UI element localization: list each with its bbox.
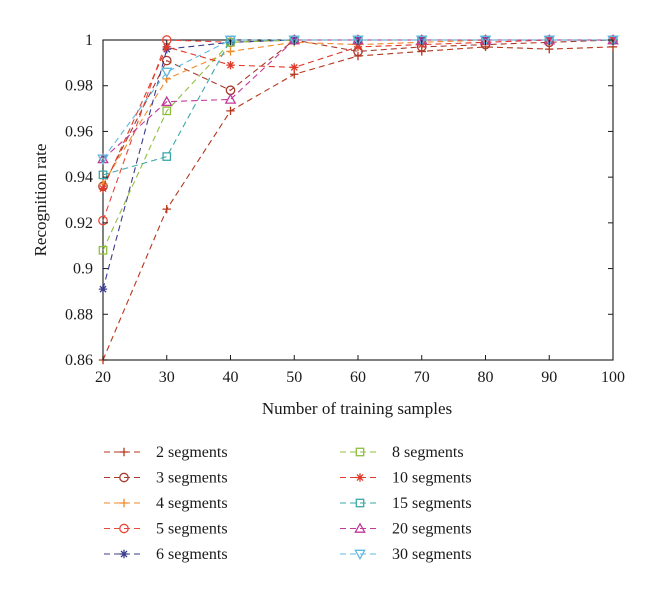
series-line (102, 39, 613, 185)
legend-entry-1: 2 segments (104, 444, 228, 461)
x-tick-label: 100 (601, 369, 625, 386)
legend-label: 6 segments (156, 546, 228, 563)
legend-marker (119, 447, 129, 457)
y-tick-label: 0.9 (73, 261, 93, 278)
data-point (98, 245, 108, 255)
y-tick-label: 0.86 (65, 352, 93, 369)
legend-entry-2: 3 segments (104, 470, 228, 487)
legend-entry-10: 30 segments (340, 546, 472, 563)
data-point (97, 154, 109, 165)
legend-marker (355, 447, 365, 457)
legend: 2 segments 3 segments 4 segments 5 segments… (104, 444, 472, 563)
y-tick-label: 0.88 (65, 306, 93, 323)
data-point (288, 35, 301, 47)
x-axis-title: Number of training samples (262, 399, 452, 418)
x-tick-label: 50 (286, 369, 302, 386)
series-line (102, 39, 614, 187)
data-point (160, 67, 173, 79)
data-point (162, 106, 172, 116)
legend-marker (355, 473, 365, 482)
series-line (102, 39, 613, 189)
y-tick-label: 0.92 (65, 215, 93, 232)
plot-frame (102, 39, 614, 361)
legend-marker (119, 498, 129, 508)
data-point (161, 55, 172, 66)
legend-marker (355, 498, 365, 508)
legend-label: 15 segments (392, 495, 472, 512)
legend-entry-5: 6 segments (104, 546, 228, 563)
legend-entry-3: 4 segments (104, 495, 228, 512)
data-point (415, 35, 428, 47)
legend-label: 20 segments (392, 521, 472, 538)
data-point (352, 35, 364, 47)
y-axis-title: Recognition rate (31, 144, 50, 257)
legend-label: 5 segments (156, 521, 228, 538)
data-point (162, 204, 171, 214)
series-line (102, 39, 613, 290)
series-6 (98, 35, 618, 255)
x-tick-label: 60 (350, 369, 366, 386)
legend-marker (119, 523, 129, 534)
legend-label: 4 segments (156, 495, 228, 512)
data-point (353, 42, 363, 52)
axes: 20 30 40 50 60 70 80 90 100 0.86 0.88 0.9 0.92 0.94 0.… (65, 32, 625, 386)
series-4 (98, 35, 618, 226)
x-tick-label: 20 (95, 369, 111, 386)
y-tick-label: 1 (85, 32, 93, 49)
data-point (226, 60, 235, 70)
legend-entry-6: 8 segments (340, 444, 464, 461)
legend-label: 3 segments (156, 470, 228, 487)
legend-entry-4: 5 segments (104, 521, 228, 538)
series-1 (98, 42, 618, 365)
data-point (543, 35, 556, 47)
data-point (224, 35, 237, 47)
legend-marker (119, 472, 129, 483)
legend-label: 8 segments (392, 444, 464, 461)
series-layer (97, 33, 619, 365)
legend-label: 2 segments (156, 444, 228, 461)
data-point (160, 95, 173, 107)
legend-marker (119, 549, 129, 559)
x-tick-label: 90 (541, 369, 557, 386)
x-tick-label: 40 (223, 369, 239, 386)
legend-marker (354, 522, 366, 533)
legend-label: 30 segments (392, 546, 472, 563)
x-tick-label: 70 (414, 369, 430, 386)
x-tick-label: 80 (478, 369, 494, 386)
data-point (162, 42, 171, 52)
plot-area (102, 39, 614, 361)
data-point (226, 106, 235, 116)
legend-entry-9: 20 segments (340, 521, 472, 538)
y-tick-label: 0.98 (65, 78, 93, 95)
data-point (98, 284, 108, 294)
data-point (98, 215, 108, 226)
series-line (102, 39, 613, 251)
data-point (98, 170, 108, 180)
data-point (290, 63, 299, 72)
series-line (102, 46, 614, 361)
series-line (102, 39, 613, 176)
data-point (226, 47, 235, 56)
y-tick-label: 0.96 (65, 123, 93, 140)
data-point (224, 93, 237, 104)
data-point (479, 35, 492, 47)
legend-label: 10 segments (392, 470, 472, 487)
series-line (102, 39, 613, 160)
data-point (162, 152, 172, 161)
legend-entry-8: 15 segments (340, 495, 472, 512)
legend-entry-7: 10 segments (340, 470, 472, 487)
y-tick-label: 0.94 (65, 169, 93, 186)
legend-marker (354, 549, 366, 561)
x-tick-label: 30 (159, 369, 175, 386)
series-10 (97, 35, 619, 165)
data-point (98, 184, 108, 193)
